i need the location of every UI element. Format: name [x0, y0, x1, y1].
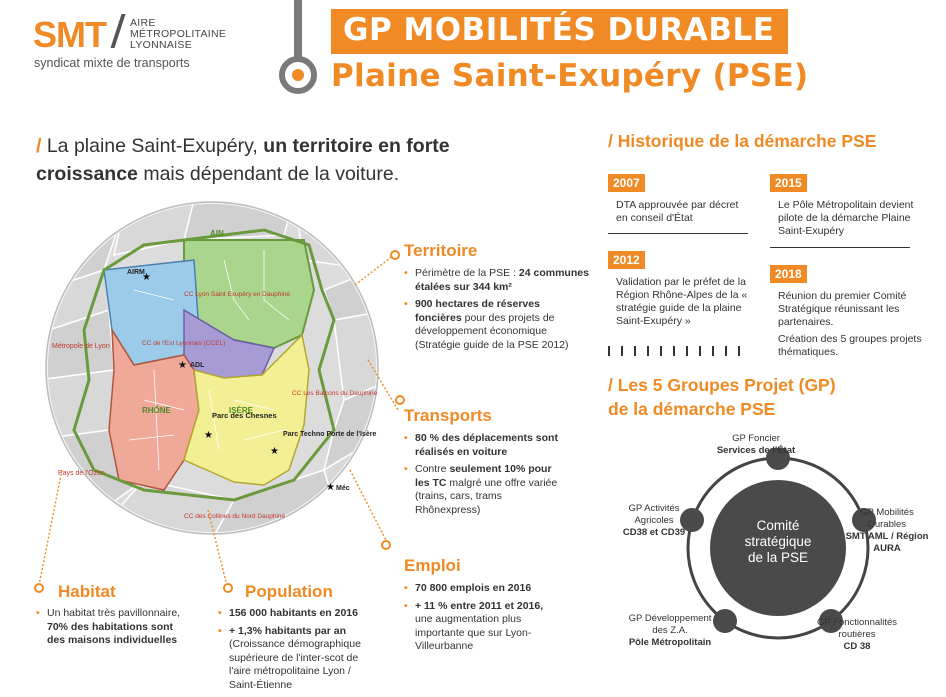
- year-badge: 2018: [770, 265, 807, 283]
- groupes-title: / Les 5 Groupes Projet (GP) de la démarc…: [608, 375, 836, 419]
- map-label-isere: ISÈRE: [229, 406, 254, 415]
- map-star-adl-icon: ★: [178, 360, 187, 371]
- map-site-parc-chesnes: Parc des Chesnes: [212, 411, 277, 420]
- map-label-pays-ozon: Pays de l'Ozon: [58, 470, 105, 477]
- gp-diagram: [680, 448, 876, 640]
- gp-label-za: GP Développement des Z.A. Pôle Métropolit…: [628, 613, 712, 648]
- map-site-parc-techno: Parc Techno Porte de l'Isère: [283, 431, 376, 438]
- gp-center-circle: [710, 480, 846, 616]
- year-badge: 2012: [608, 251, 645, 269]
- header-decor-line: [294, 0, 302, 60]
- map-star-techno-icon: ★: [270, 446, 279, 457]
- emploi-title: Emploi: [404, 556, 461, 575]
- map-label-metropole: Métropole de Lyon: [52, 343, 110, 350]
- timeline-line: [770, 247, 910, 248]
- history-event-2018: 2018 Réunion du premier Comité Stratégiq…: [770, 263, 930, 359]
- year-badge: 2015: [770, 174, 807, 192]
- list-item: + 11 % entre 2011 et 2016, une augmentat…: [404, 600, 554, 654]
- map-label-ccel: CC de l'Est Lyonnais (CCEL): [142, 340, 225, 347]
- logo-subtitle: syndicat mixte de transports: [34, 56, 190, 70]
- gp-label-agricoles: GP Activités Agricoles CD38 et CD39: [622, 503, 686, 538]
- timeline-ticks: [608, 346, 748, 356]
- year-badge: 2007: [608, 174, 645, 192]
- habitat-title: Habitat: [58, 582, 116, 601]
- gp-node-za: [713, 609, 737, 633]
- map-site-adl: ADL: [190, 362, 205, 369]
- smt-logo: SMT: [33, 14, 107, 55]
- emploi-list: 70 800 emplois en 2016 + 11 % entre 2011…: [404, 582, 554, 658]
- map-label-ccmdp: CC Lyon Saint Exupéry en Dauphiné: [184, 291, 290, 298]
- transports-list: 80 % des déplacements sont réalisés en v…: [404, 432, 564, 521]
- history-event-2012: 2012 Validation par le préfet de la Régi…: [608, 249, 758, 328]
- gp-label-routes: GP Fonctionnalités routières CD 38: [816, 617, 898, 652]
- lead-text: / La plaine Saint-Exupéry, un territoire…: [36, 135, 450, 185]
- territory-map: AIN Métropole de Lyon RHÔNE ISÈRE Pays d…: [45, 201, 379, 535]
- map-star-meca-icon: ★: [326, 482, 335, 493]
- page-title: GP MOBILITÉS DURABLE: [331, 9, 789, 54]
- gp-node-agricoles: [680, 508, 704, 532]
- map-site-meca: Méc: [336, 485, 350, 492]
- list-item: + 1,3% habitants par an (Croissance démo…: [218, 625, 378, 693]
- gp-center-label: Comité stratégique de la PSE: [744, 518, 812, 565]
- list-item: Un habitat très pavillonnaire, 70% des h…: [36, 607, 186, 648]
- map-pse-border: [72, 228, 336, 502]
- population-title: Population: [245, 582, 333, 601]
- territoire-list: Périmètre de la PSE : 24 communes étalée…: [404, 267, 589, 356]
- page-subtitle: Plaine Saint-Exupéry (PSE): [331, 58, 809, 94]
- map-region-isere: [183, 333, 310, 486]
- list-item: Contre seulement 10% pour les TC malgré …: [404, 463, 564, 517]
- map-label-balcons: CC Les Balcons du Dauphiné: [292, 390, 378, 397]
- map-label-rhone: RHÔNE: [142, 406, 172, 415]
- list-item: 80 % des déplacements sont réalisés en v…: [404, 432, 564, 459]
- territoire-title: Territoire: [404, 241, 478, 260]
- population-list: 156 000 habitants en 2016 + 1,3% habitan…: [218, 607, 378, 696]
- gp-node-routes: [819, 609, 843, 633]
- gp-node-foncier: [766, 448, 790, 470]
- header-decor-dot-icon: [292, 69, 304, 81]
- habitat-list: Un habitat très pavillonnaire, 70% des h…: [36, 607, 186, 652]
- transports-title: Transports: [404, 406, 492, 425]
- map-star-chesnes-icon: ★: [204, 430, 213, 441]
- map-commune-lines: [128, 250, 290, 471]
- timeline-line: [608, 233, 748, 234]
- gp-node-mobilites: [852, 508, 876, 532]
- gp-label-mobilites: GP Mobilités Durables SMT AML / Région AU…: [845, 507, 929, 554]
- logo-aire-text: AIRE MÉTROPOLITAINE LYONNAISE: [130, 17, 227, 51]
- header-decor-ring-icon: [279, 56, 317, 94]
- history-event-2015: 2015 Le Pôle Métropolitain devient pilot…: [770, 172, 920, 238]
- map-label-collines: CC des Collines du Nord Dauphiné: [184, 513, 286, 520]
- list-item: 70 800 emplois en 2016: [404, 582, 554, 596]
- gp-label-foncier: GP Foncier Services de l'État: [716, 433, 796, 456]
- list-item: 900 hectares de réserves foncières pour …: [404, 298, 589, 352]
- map-site-airm: AIRM: [127, 269, 145, 276]
- map-star-airm-icon: ★: [142, 272, 151, 283]
- list-item: 156 000 habitants en 2016: [218, 607, 378, 621]
- history-event-2007: 2007 DTA approuvée par décret en conseil…: [608, 172, 748, 225]
- historique-title: / Historique de la démarche PSE: [608, 131, 877, 151]
- map-label-ain: AIN: [210, 229, 224, 238]
- list-item: Périmètre de la PSE : 24 communes étalée…: [404, 267, 589, 294]
